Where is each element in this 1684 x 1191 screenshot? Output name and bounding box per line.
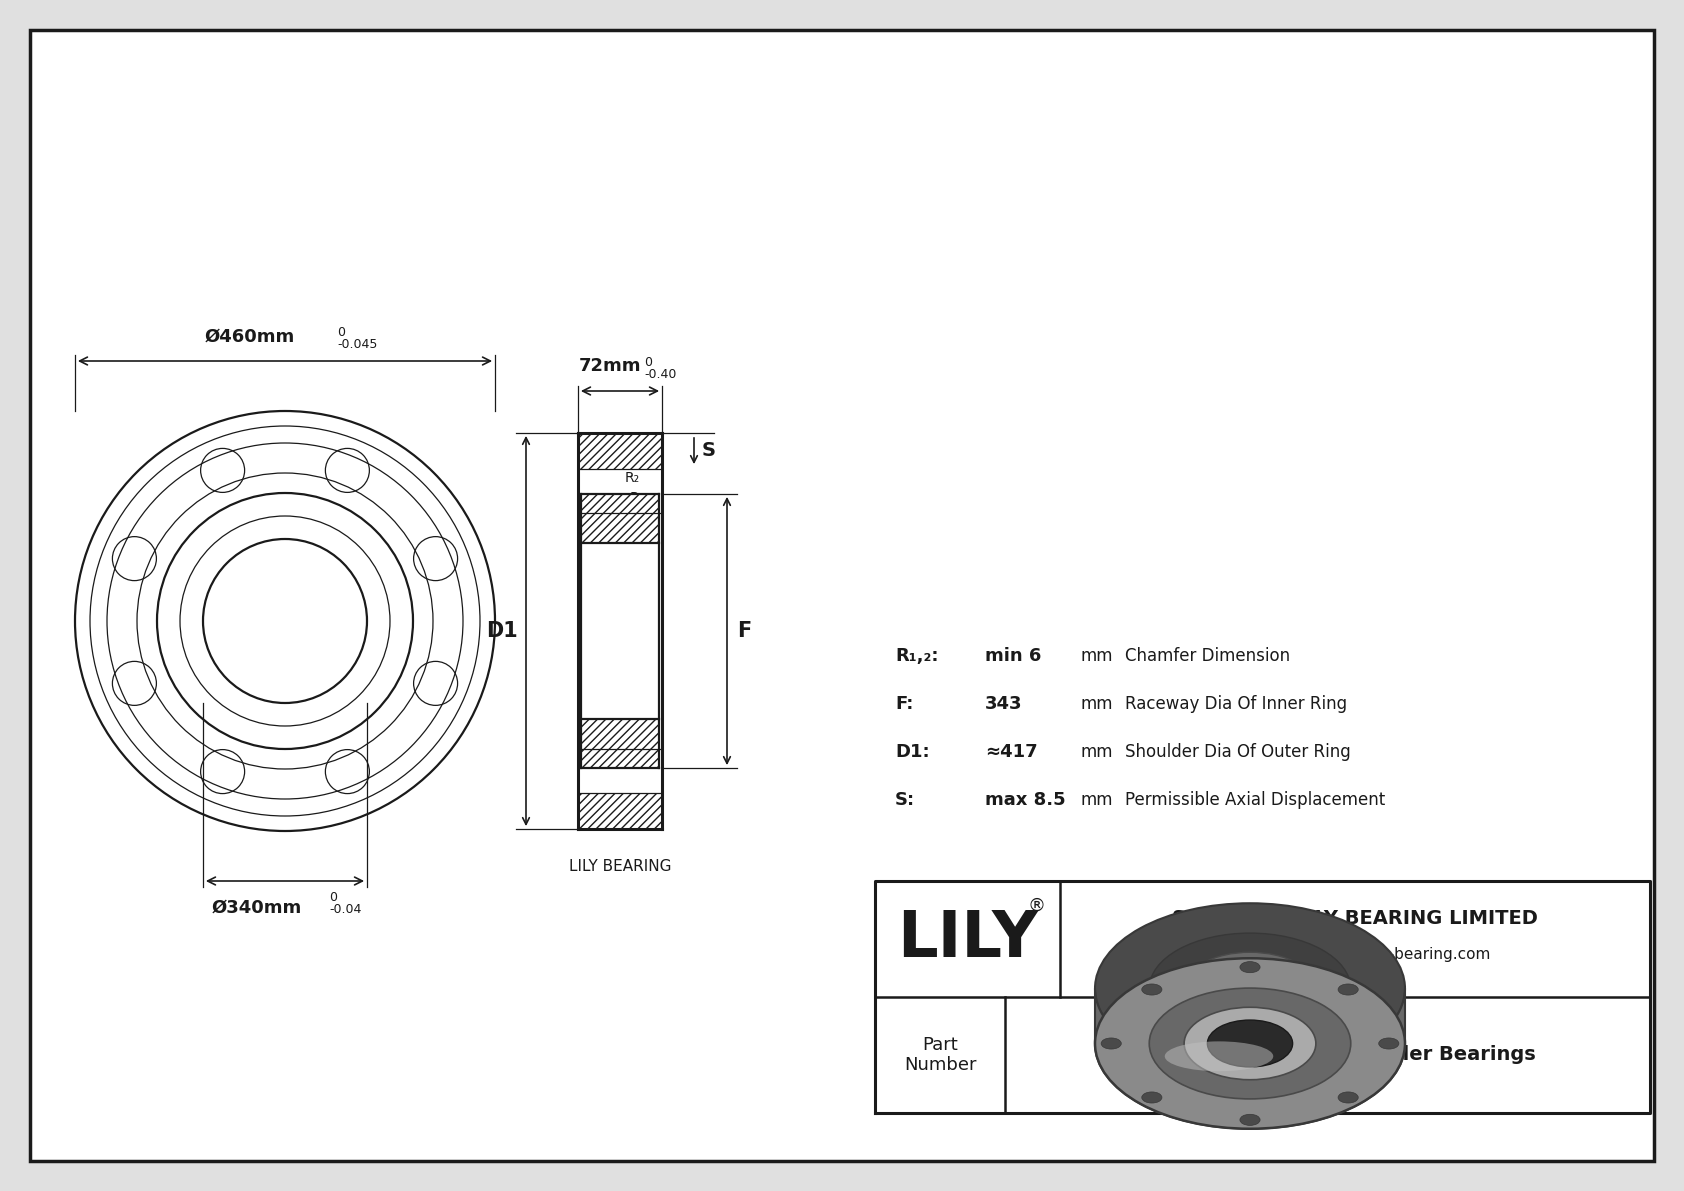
Ellipse shape — [1184, 953, 1315, 1024]
Text: Email: lilybearing@lily-bearing.com: Email: lilybearing@lily-bearing.com — [1219, 947, 1490, 961]
Text: 72mm: 72mm — [579, 357, 642, 375]
Text: Shoulder Dia Of Outer Ring: Shoulder Dia Of Outer Ring — [1125, 743, 1351, 761]
Ellipse shape — [1239, 961, 1260, 973]
Ellipse shape — [1207, 1019, 1293, 1067]
Text: F: F — [738, 621, 751, 641]
Text: mm: mm — [1079, 791, 1113, 809]
Text: R₁: R₁ — [630, 491, 645, 505]
Ellipse shape — [1379, 1039, 1399, 1049]
Ellipse shape — [1101, 1039, 1122, 1049]
Text: NU 2968 M Cylindrical Roller Bearings: NU 2968 M Cylindrical Roller Bearings — [1120, 1046, 1536, 1065]
Bar — [581, 494, 658, 543]
Bar — [578, 793, 662, 829]
Ellipse shape — [1142, 984, 1162, 994]
Ellipse shape — [1339, 1092, 1359, 1103]
Text: F:: F: — [894, 696, 913, 713]
Text: mm: mm — [1079, 743, 1113, 761]
Text: mm: mm — [1079, 647, 1113, 665]
Text: Chamfer Dimension: Chamfer Dimension — [1125, 647, 1290, 665]
Text: LILY: LILY — [898, 908, 1037, 969]
Text: Raceway Dia Of Inner Ring: Raceway Dia Of Inner Ring — [1125, 696, 1347, 713]
Bar — [581, 719, 658, 768]
Text: -0.40: -0.40 — [643, 368, 677, 381]
Text: D1:: D1: — [894, 743, 930, 761]
Text: Permissible Axial Displacement: Permissible Axial Displacement — [1125, 791, 1386, 809]
Text: 0: 0 — [328, 891, 337, 904]
Ellipse shape — [1148, 933, 1351, 1045]
Polygon shape — [1165, 989, 1335, 1091]
Text: Ø460mm: Ø460mm — [205, 328, 295, 347]
Text: D1: D1 — [487, 621, 519, 641]
Text: 343: 343 — [985, 696, 1022, 713]
Text: ≈417: ≈417 — [985, 743, 1037, 761]
Polygon shape — [1095, 989, 1404, 1129]
Text: 0: 0 — [643, 356, 652, 369]
Ellipse shape — [1339, 984, 1359, 994]
Text: Ø340mm: Ø340mm — [212, 899, 301, 917]
Text: min 6: min 6 — [985, 647, 1041, 665]
Ellipse shape — [1184, 1008, 1315, 1080]
Text: S:: S: — [894, 791, 914, 809]
Text: SHANGHAI LILY BEARING LIMITED: SHANGHAI LILY BEARING LIMITED — [1172, 910, 1537, 929]
Ellipse shape — [1095, 903, 1404, 1074]
Text: LILY BEARING: LILY BEARING — [569, 859, 672, 874]
Text: -0.045: -0.045 — [337, 338, 377, 351]
Text: -0.04: -0.04 — [328, 903, 362, 916]
Text: S: S — [702, 441, 716, 460]
Ellipse shape — [1142, 1092, 1162, 1103]
Text: 0: 0 — [337, 326, 345, 339]
Text: R₂: R₂ — [625, 470, 640, 485]
Bar — [578, 434, 662, 469]
Text: max 8.5: max 8.5 — [985, 791, 1066, 809]
Text: R₁,₂:: R₁,₂: — [894, 647, 938, 665]
Ellipse shape — [1239, 1115, 1260, 1125]
Text: mm: mm — [1079, 696, 1113, 713]
Ellipse shape — [1207, 965, 1293, 1012]
Text: ®: ® — [1027, 897, 1046, 915]
Ellipse shape — [1095, 959, 1404, 1129]
Ellipse shape — [1165, 1041, 1273, 1071]
Ellipse shape — [1148, 989, 1351, 1099]
Text: Part
Number: Part Number — [904, 1036, 977, 1074]
